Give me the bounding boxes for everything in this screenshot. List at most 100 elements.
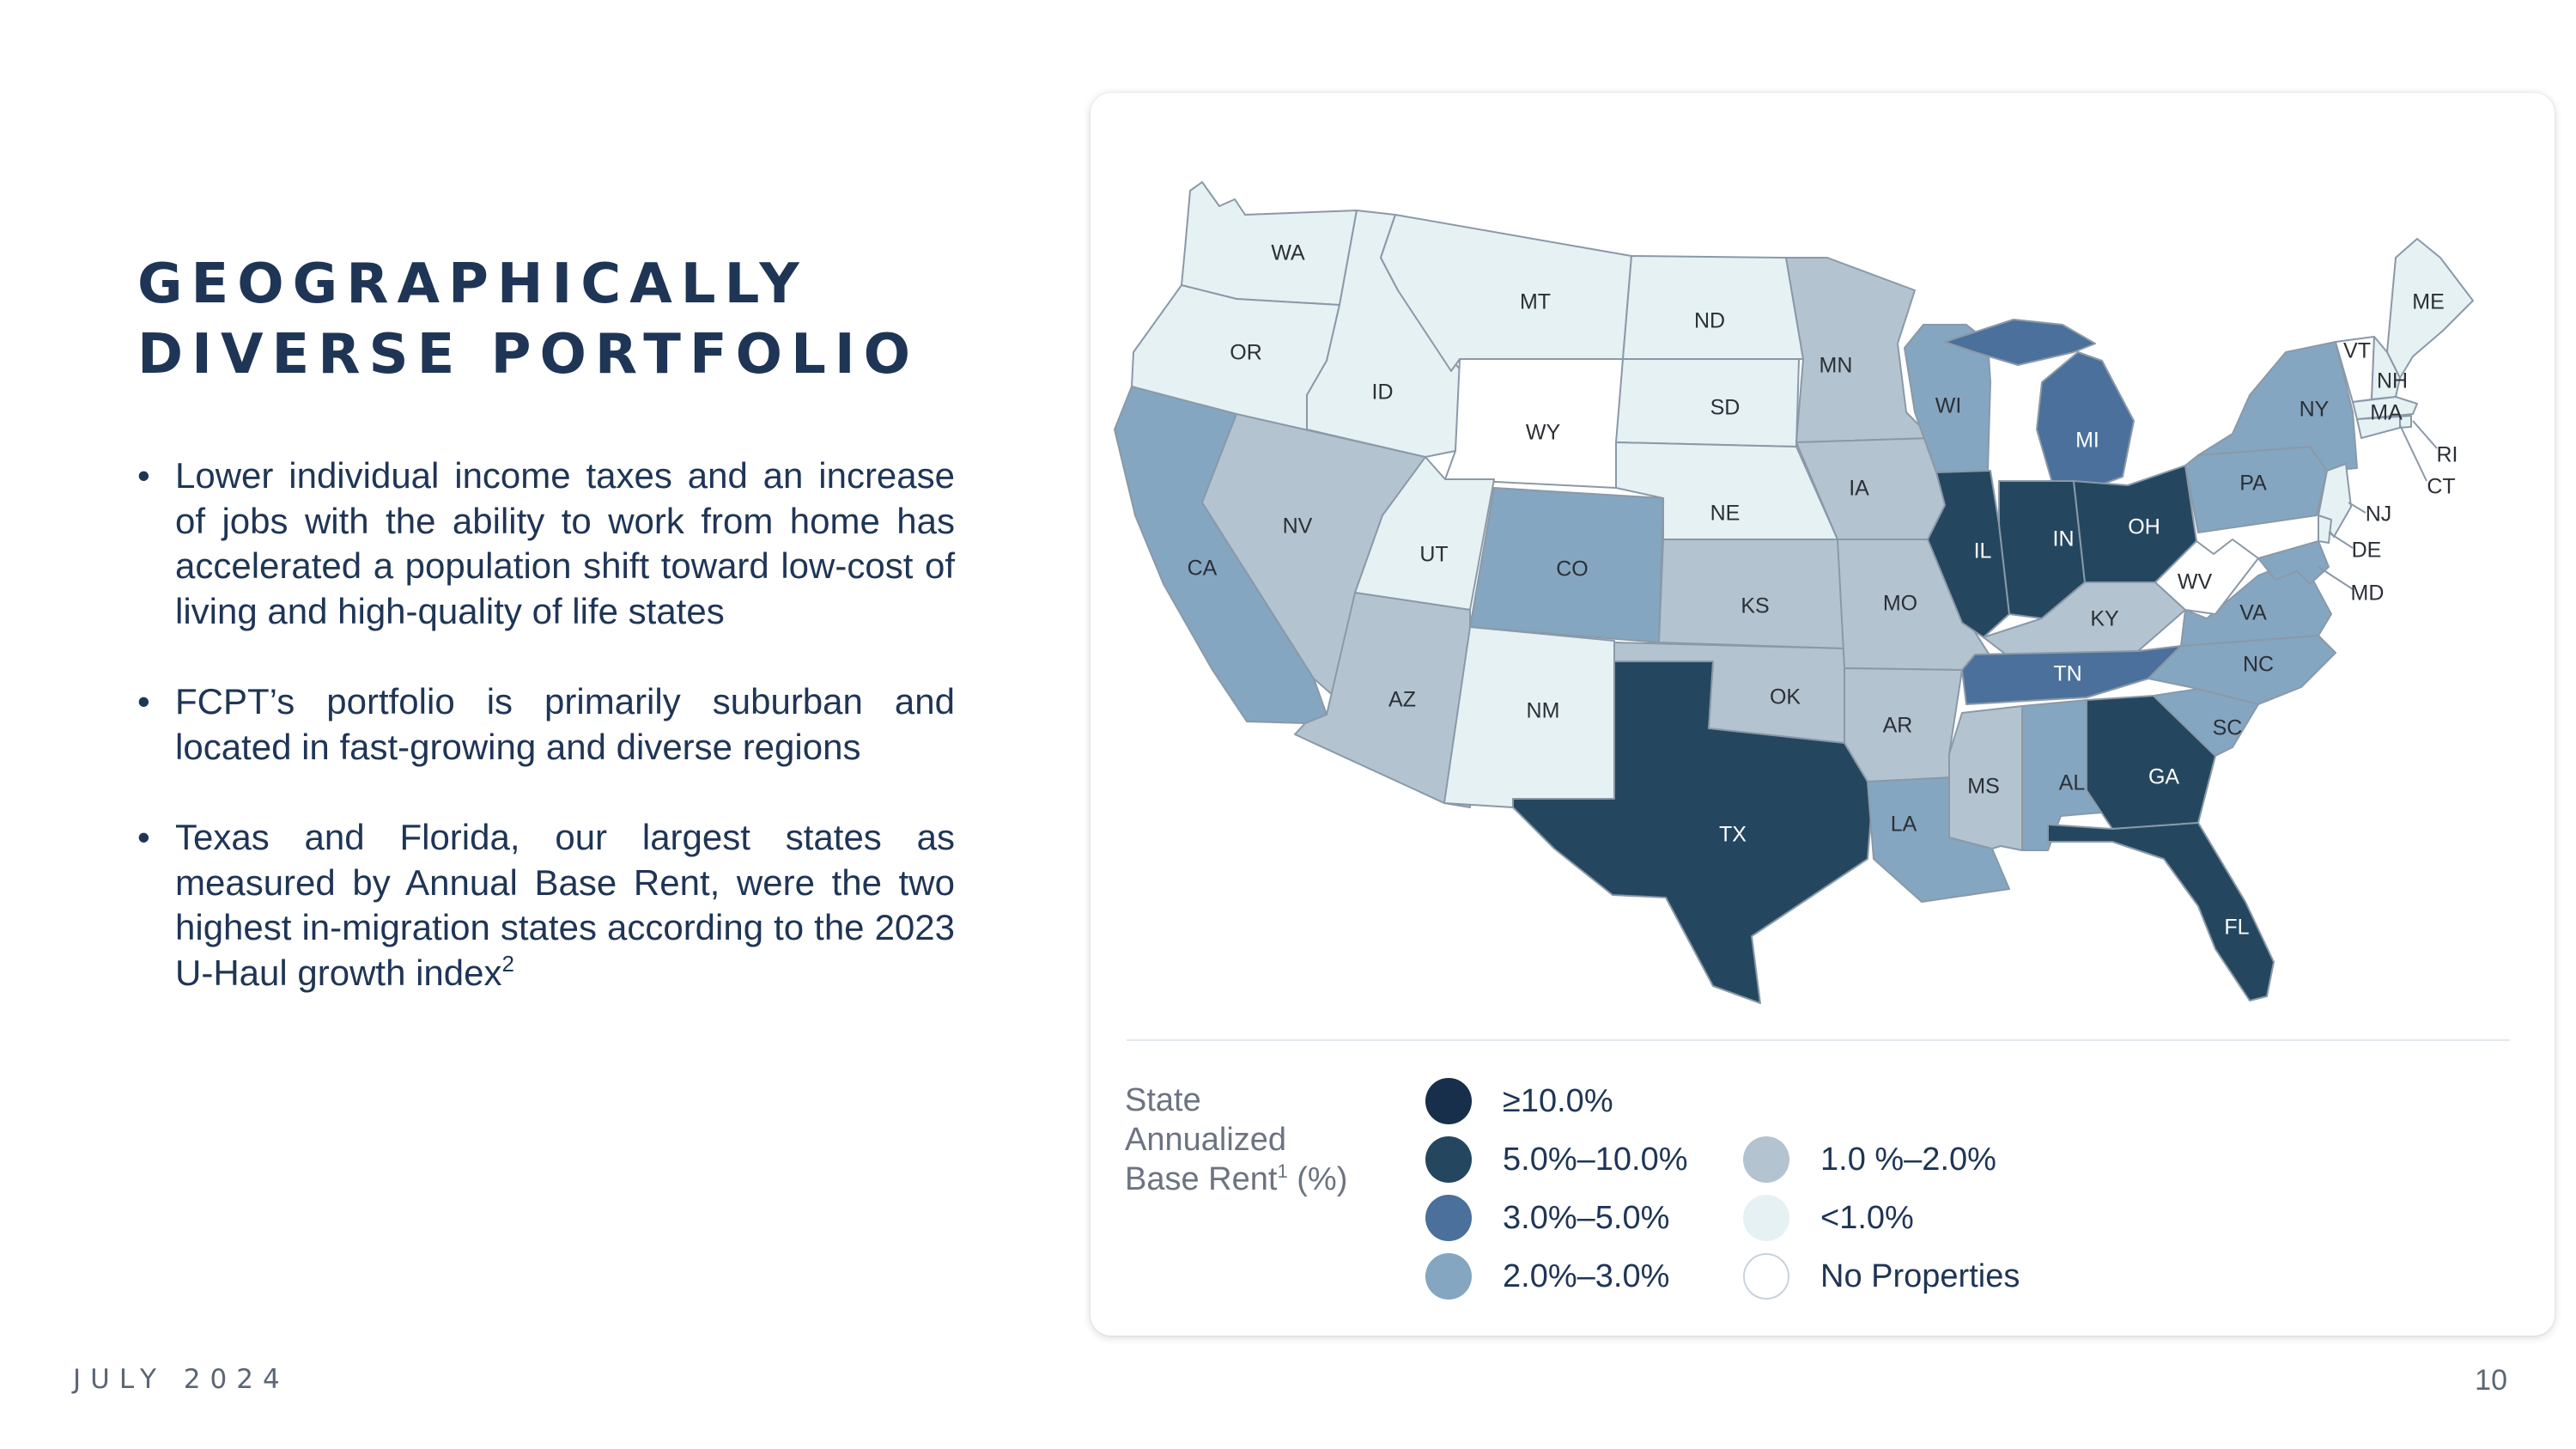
legend-swatch-icon	[1743, 1136, 1789, 1183]
legend-label: 3.0%–5.0%	[1503, 1199, 1670, 1236]
state-label-az: AZ	[1388, 688, 1416, 712]
legend-item: 1.0 %–2.0%	[1743, 1134, 1996, 1185]
legend-item: 2.0%–3.0%	[1425, 1251, 1669, 1302]
state-label-ne: NE	[1710, 502, 1741, 526]
state-label-fl: FL	[2224, 916, 2249, 940]
state-wv	[2154, 539, 2259, 615]
footer-date: JULY 2024	[73, 1364, 289, 1395]
state-leader-line-md	[2318, 566, 2354, 590]
state-wa	[1181, 181, 1358, 306]
state-leader-line-de	[2328, 532, 2354, 549]
state-label-ar: AR	[1883, 714, 1913, 738]
state-label-ok: OK	[1770, 685, 1801, 709]
state-label-va: VA	[2239, 601, 2267, 625]
state-label-wv: WV	[2178, 570, 2213, 594]
state-label-mt: MT	[1520, 290, 1551, 314]
state-label-id: ID	[1372, 381, 1394, 405]
state-label-co: CO	[1556, 557, 1589, 581]
state-leader-line-ri	[2412, 420, 2438, 449]
state-label-nh: NH	[2377, 369, 2408, 393]
state-wy	[1444, 358, 1624, 489]
state-label-mi: MI	[2075, 429, 2099, 453]
state-label-me: ME	[2412, 290, 2445, 314]
state-fl	[2047, 822, 2275, 1002]
state-label-ri: RI	[2437, 443, 2458, 467]
state-label-il: IL	[1974, 539, 1992, 563]
legend-label: 2.0%–3.0%	[1503, 1257, 1670, 1294]
legend-swatch-icon	[1743, 1253, 1789, 1300]
state-ct	[2356, 416, 2401, 439]
bullet-item: • FCPT’s portfolio is primarily suburban…	[137, 679, 955, 770]
state-label-tx: TX	[1719, 823, 1747, 847]
state-ms	[1948, 705, 2023, 851]
state-leader-line-ct	[2399, 424, 2427, 482]
legend-title-line: State	[1125, 1082, 1201, 1118]
legend-item: ≥10.0%	[1425, 1075, 1613, 1127]
state-label-in: IN	[2053, 527, 2075, 551]
state-label-ma: MA	[2370, 401, 2403, 425]
state-label-mo: MO	[1883, 592, 1917, 616]
bullet-dot-icon: •	[137, 817, 150, 857]
legend-swatch-icon	[1425, 1195, 1472, 1241]
state-label-tn: TN	[2053, 662, 2081, 686]
state-mi	[1944, 319, 2135, 486]
state-label-ca: CA	[1188, 557, 1218, 581]
legend-swatch-icon	[1425, 1253, 1472, 1300]
footnote-marker: 1	[1277, 1160, 1288, 1182]
state-label-nm: NM	[1527, 699, 1560, 723]
state-label-wa: WA	[1271, 241, 1305, 265]
bullet-dot-icon: •	[137, 681, 150, 721]
legend-swatch-icon	[1425, 1078, 1472, 1124]
page-number: 10	[2475, 1364, 2507, 1397]
state-tx	[1512, 661, 1874, 1004]
legend-swatch-icon	[1425, 1136, 1472, 1183]
us-state-map: WA OR CA NV ID MT WY UT AZ CO NM ND SD NE KS OK TX MN IA MO…	[1114, 181, 2474, 1004]
state-label-ut: UT	[1419, 543, 1448, 567]
state-label-wi: WI	[1935, 394, 1962, 418]
state-label-nv: NV	[1283, 514, 1313, 539]
state-md	[2257, 540, 2330, 585]
state-label-al: AL	[2059, 771, 2086, 795]
state-label-ny: NY	[2300, 398, 2330, 422]
footnote-marker: 2	[501, 950, 514, 977]
state-wi	[1904, 324, 1991, 473]
bullet-item: • Lower individual income taxes and an i…	[137, 454, 955, 634]
legend-divider	[1127, 1039, 2510, 1041]
legend-title-text: Base Rent	[1125, 1161, 1278, 1197]
map-card: WA OR CA NV ID MT WY UT AZ CO NM ND SD NE KS OK TX MN IA MO…	[1091, 93, 2555, 1336]
state-label-mn: MN	[1820, 354, 1853, 378]
bullet-list: • Lower individual income taxes and an i…	[137, 454, 955, 1041]
state-label-ks: KS	[1741, 594, 1769, 618]
state-label-nj: NJ	[2366, 502, 2392, 527]
state-label-nc: NC	[2243, 653, 2274, 677]
state-label-vt: VT	[2343, 339, 2371, 363]
state-label-or: OR	[1230, 341, 1262, 365]
title-line-2: DIVERSE PORTFOLIO	[137, 323, 920, 387]
legend-label: 1.0 %–2.0%	[1820, 1141, 1996, 1178]
bullet-dot-icon: •	[137, 455, 150, 496]
state-label-nd: ND	[1694, 309, 1725, 333]
bullet-item: • Texas and Florida, our largest states …	[137, 815, 955, 995]
state-label-ia: IA	[1849, 477, 1869, 501]
state-ny	[2197, 341, 2358, 472]
state-label-ms: MS	[1967, 775, 2000, 799]
state-sd	[1615, 358, 1800, 447]
legend-label: ≥10.0%	[1503, 1082, 1613, 1119]
state-label-de: DE	[2352, 539, 2382, 563]
legend-item: <1.0%	[1743, 1192, 1914, 1244]
bullet-text: Lower individual income taxes and an inc…	[175, 455, 955, 631]
state-de	[2318, 514, 2332, 544]
state-label-la: LA	[1891, 813, 1917, 837]
legend-label: 5.0%–10.0%	[1503, 1141, 1688, 1178]
state-label-md: MD	[2351, 581, 2385, 606]
state-me	[2386, 238, 2474, 379]
legend-label: No Properties	[1820, 1257, 2020, 1294]
state-label-ky: KY	[2090, 607, 2119, 631]
legend-title-line: Base Rent1 (%)	[1125, 1160, 1374, 1199]
legend-title-unit: (%)	[1287, 1161, 1348, 1197]
legend-swatch-icon	[1743, 1195, 1789, 1241]
state-ma	[2352, 396, 2418, 420]
state-label-sd: SD	[1710, 396, 1741, 420]
state-label-oh: OH	[2128, 515, 2160, 539]
legend-title: State Annualized Base Rent1 (%)	[1125, 1081, 1374, 1199]
